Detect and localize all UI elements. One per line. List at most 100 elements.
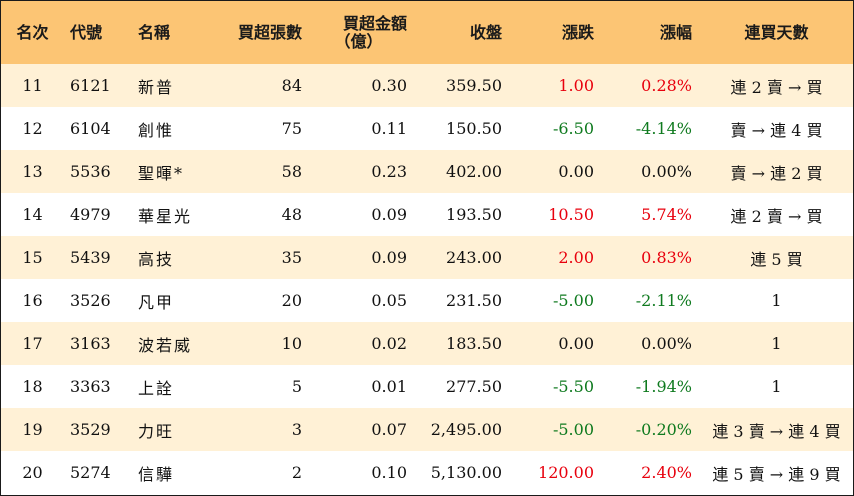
days-cell: 連 3 賣 → 連 4 買 — [712, 421, 841, 441]
close-cell: 243.00 — [446, 248, 502, 267]
code-cell: 5274 — [70, 463, 111, 482]
header-pct: 漲幅 — [659, 22, 692, 42]
buy-lots-cell: 10 — [281, 334, 302, 353]
header-rank: 名次 — [16, 22, 49, 42]
buy-amount-cell: 0.01 — [371, 377, 407, 396]
table-row: 14 4979 華星光 48 0.09 193.50 10.50 5.74% 連 2 賣 → 買 — [1, 193, 853, 236]
buy-amount-cell: 0.10 — [371, 463, 407, 482]
code-cell: 3363 — [70, 377, 111, 396]
table-row: 18 3363 上詮 5 0.01 277.50 -5.50 -1.94% 1 — [1, 365, 853, 408]
change-cell: -5.00 — [552, 291, 594, 310]
pct-cell: 0.00% — [641, 162, 692, 181]
close-cell: 359.50 — [446, 76, 502, 95]
header-change: 漲跌 — [561, 22, 594, 42]
close-cell: 150.50 — [446, 119, 502, 138]
name-cell: 華星光 — [138, 206, 193, 226]
close-cell: 231.50 — [446, 291, 502, 310]
code-cell: 3163 — [70, 334, 111, 353]
code-cell: 3529 — [70, 420, 111, 439]
name-cell: 信驊 — [138, 464, 175, 484]
pct-cell: 0.00% — [641, 334, 692, 353]
header-code: 代號 — [70, 22, 103, 42]
close-cell: 183.50 — [446, 334, 502, 353]
days-cell: 連 2 賣 → 買 — [730, 77, 823, 97]
change-cell: 0.00 — [558, 334, 594, 353]
buy-lots-cell: 58 — [281, 162, 302, 181]
rank-cell: 18 — [22, 377, 43, 396]
pct-cell: 5.74% — [641, 205, 692, 224]
buy-amount-cell: 0.30 — [371, 76, 407, 95]
buy-amount-cell: 0.11 — [371, 119, 407, 138]
table-row: 12 6104 創惟 75 0.11 150.50 -6.50 -4.14% 賣 → 連 4 買 — [1, 107, 853, 150]
buy-lots-cell: 3 — [291, 420, 302, 439]
header-buy-amount-line1: 買超金額 — [342, 13, 407, 33]
pct-cell: -0.20% — [635, 420, 692, 439]
buy-amount-cell: 0.09 — [371, 205, 407, 224]
code-cell: 3526 — [70, 291, 111, 310]
name-cell: 高技 — [138, 249, 175, 269]
days-cell: 賣 → 連 2 買 — [730, 163, 823, 183]
table-row: 19 3529 力旺 3 0.07 2,495.00 -5.00 -0.20% 連 3 賣 → … — [1, 408, 853, 451]
table-row: 16 3526 凡甲 20 0.05 231.50 -5.00 -2.11% 1 — [1, 279, 853, 322]
pct-cell: -1.94% — [635, 377, 692, 396]
name-cell: 波若威 — [138, 335, 193, 355]
name-cell: 創惟 — [138, 120, 175, 140]
rank-cell: 16 — [22, 291, 43, 310]
table-row: 13 5536 聖暉* 58 0.23 402.00 0.00 0.00% 賣 → 連 2 買 — [1, 150, 853, 193]
table-row: 15 5439 高技 35 0.09 243.00 2.00 0.83% 連 5 買 — [1, 236, 853, 279]
close-cell: 193.50 — [446, 205, 502, 224]
rank-cell: 13 — [22, 162, 43, 181]
change-cell: 10.50 — [548, 205, 594, 224]
code-cell: 4979 — [70, 205, 111, 224]
buy-lots-cell: 35 — [281, 248, 302, 267]
close-cell: 5,130.00 — [430, 463, 502, 482]
rank-cell: 20 — [22, 463, 43, 482]
change-cell: 0.00 — [558, 162, 594, 181]
days-cell: 1 — [771, 291, 782, 310]
rank-cell: 11 — [22, 76, 43, 95]
days-cell: 連 2 賣 → 買 — [730, 206, 823, 226]
pct-cell: 0.83% — [641, 248, 692, 267]
pct-cell: 2.40% — [641, 463, 692, 482]
pct-cell: -4.14% — [635, 119, 692, 138]
buy-lots-cell: 75 — [281, 119, 302, 138]
pct-cell: -2.11% — [635, 291, 692, 310]
name-cell: 上詮 — [138, 378, 175, 398]
change-cell: 2.00 — [558, 248, 594, 267]
rank-cell: 15 — [22, 248, 43, 267]
buy-lots-cell: 2 — [291, 463, 302, 482]
name-cell: 力旺 — [138, 421, 175, 441]
buy-lots-cell: 5 — [291, 377, 302, 396]
table-header: 名次 代號 名稱 買超張數 買超金額 （億） 收盤 漲跌 漲幅 連買天數 — [1, 1, 853, 64]
header-row: 名次 代號 名稱 買超張數 買超金額 （億） 收盤 漲跌 漲幅 連買天數 — [1, 1, 853, 64]
table-body: 11 6121 新普 84 0.30 359.50 1.00 0.28% 連 2 賣 → 買 12… — [1, 64, 853, 494]
change-cell: -5.50 — [552, 377, 594, 396]
buy-amount-cell: 0.07 — [371, 420, 407, 439]
table-row: 17 3163 波若威 10 0.02 183.50 0.00 0.00% 1 — [1, 322, 853, 365]
name-cell: 聖暉* — [138, 163, 185, 183]
close-cell: 2,495.00 — [430, 420, 502, 439]
buy-amount-cell: 0.23 — [371, 162, 407, 181]
close-cell: 402.00 — [446, 162, 502, 181]
change-cell: 1.00 — [558, 76, 594, 95]
table-row: 20 5274 信驊 2 0.10 5,130.00 120.00 2.40% 連 5 賣 → … — [1, 451, 853, 494]
buy-amount-cell: 0.09 — [371, 248, 407, 267]
days-cell: 1 — [771, 377, 782, 396]
change-cell: -6.50 — [552, 119, 594, 138]
days-cell: 1 — [771, 334, 782, 353]
buy-lots-cell: 20 — [281, 291, 302, 310]
days-cell: 賣 → 連 4 買 — [730, 120, 823, 140]
header-buy-amount: 買超金額 （億） — [310, 1, 415, 64]
header-close: 收盤 — [469, 22, 502, 42]
buy-lots-cell: 48 — [281, 205, 302, 224]
table-row: 11 6121 新普 84 0.30 359.50 1.00 0.28% 連 2 賣 → 買 — [1, 64, 853, 107]
change-cell: 120.00 — [538, 463, 594, 482]
days-cell: 連 5 買 — [750, 249, 803, 269]
code-cell: 6104 — [70, 119, 111, 138]
code-cell: 5439 — [70, 248, 111, 267]
close-cell: 277.50 — [446, 377, 502, 396]
code-cell: 5536 — [70, 162, 111, 181]
header-buy-lots: 買超張數 — [237, 22, 302, 42]
header-days: 連買天數 — [744, 22, 809, 42]
